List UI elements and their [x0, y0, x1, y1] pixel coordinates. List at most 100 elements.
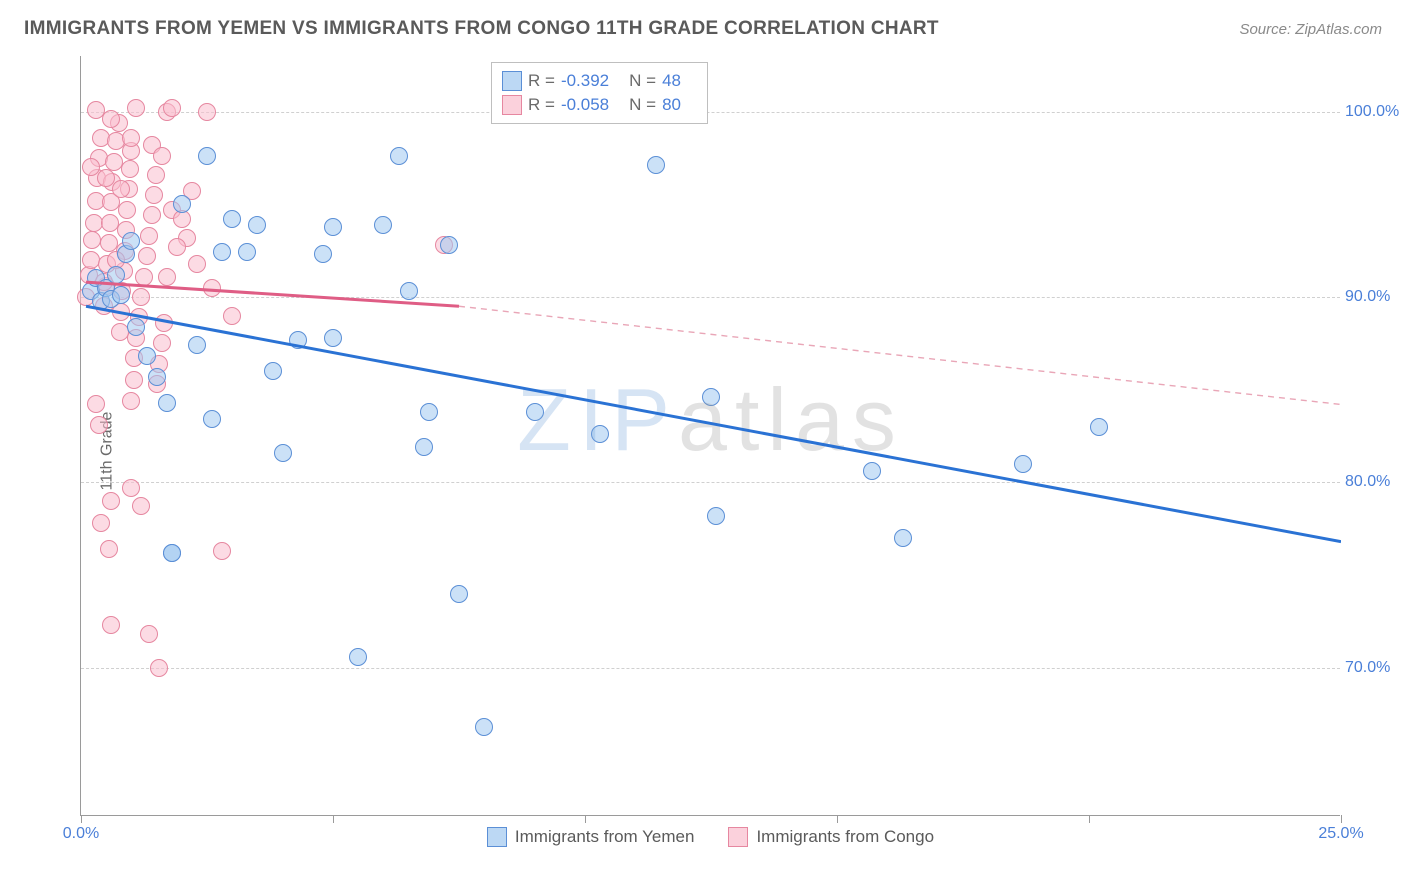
swatch-icon	[487, 827, 507, 847]
data-point	[274, 444, 292, 462]
data-point	[107, 266, 125, 284]
y-tick-label: 90.0%	[1345, 288, 1400, 306]
data-point	[140, 625, 158, 643]
legend-item-yemen: Immigrants from Yemen	[487, 827, 695, 847]
x-tick	[1089, 815, 1090, 823]
data-point	[121, 160, 139, 178]
x-tick-label: 0.0%	[63, 825, 99, 843]
data-point	[138, 247, 156, 265]
y-tick-label: 80.0%	[1345, 473, 1400, 491]
n-value-yemen: 48	[662, 71, 681, 91]
data-point	[132, 288, 150, 306]
n-label: N =	[629, 95, 656, 115]
data-point	[168, 238, 186, 256]
data-point	[475, 718, 493, 736]
data-point	[122, 479, 140, 497]
plot-area: ZIPatlas R = -0.392 N = 48 R = -0.058 N …	[80, 56, 1340, 816]
watermark-part2: atlas	[678, 370, 904, 469]
data-point	[125, 371, 143, 389]
data-point	[203, 410, 221, 428]
data-point	[213, 542, 231, 560]
x-tick	[837, 815, 838, 823]
y-tick-label: 70.0%	[1345, 659, 1400, 677]
legend-label-congo: Immigrants from Congo	[756, 827, 934, 847]
data-point	[238, 243, 256, 261]
data-point	[374, 216, 392, 234]
data-point	[100, 540, 118, 558]
legend-item-congo: Immigrants from Congo	[728, 827, 934, 847]
data-point	[894, 529, 912, 547]
gridline	[81, 297, 1340, 298]
data-point	[112, 286, 130, 304]
data-point	[863, 462, 881, 480]
watermark-part1: ZIP	[517, 370, 678, 469]
data-point	[188, 336, 206, 354]
data-point	[132, 497, 150, 515]
data-point	[415, 438, 433, 456]
data-point	[264, 362, 282, 380]
watermark: ZIPatlas	[517, 369, 904, 471]
data-point	[223, 210, 241, 228]
data-point	[158, 394, 176, 412]
data-point	[118, 201, 136, 219]
data-point	[122, 392, 140, 410]
data-point	[390, 147, 408, 165]
corr-row-yemen: R = -0.392 N = 48	[502, 69, 695, 93]
x-tick	[585, 815, 586, 823]
source-label: Source: ZipAtlas.com	[1239, 21, 1382, 38]
chart-container: 11th Grade ZIPatlas R = -0.392 N = 48 R …	[60, 56, 1380, 846]
data-point	[82, 251, 100, 269]
chart-title: IMMIGRANTS FROM YEMEN VS IMMIGRANTS FROM…	[24, 18, 939, 40]
data-point	[87, 395, 105, 413]
x-tick-label: 25.0%	[1318, 825, 1363, 843]
swatch-yemen	[502, 71, 522, 91]
gridline	[81, 668, 1340, 669]
bottom-legend: Immigrants from Yemen Immigrants from Co…	[81, 827, 1340, 847]
data-point	[707, 507, 725, 525]
data-point	[173, 195, 191, 213]
data-point	[127, 318, 145, 336]
data-point	[198, 103, 216, 121]
data-point	[138, 347, 156, 365]
x-tick	[333, 815, 334, 823]
data-point	[83, 231, 101, 249]
r-label: R =	[528, 95, 555, 115]
data-point	[349, 648, 367, 666]
data-point	[153, 334, 171, 352]
data-point	[248, 216, 266, 234]
x-tick	[1341, 815, 1342, 823]
data-point	[140, 227, 158, 245]
data-point	[100, 234, 118, 252]
data-point	[105, 153, 123, 171]
swatch-icon	[728, 827, 748, 847]
x-tick	[81, 815, 82, 823]
legend-label-yemen: Immigrants from Yemen	[515, 827, 695, 847]
data-point	[122, 232, 140, 250]
gridline	[81, 112, 1340, 113]
data-point	[188, 255, 206, 273]
data-point	[440, 236, 458, 254]
data-point	[92, 514, 110, 532]
data-point	[203, 279, 221, 297]
data-point	[213, 243, 231, 261]
n-value-congo: 80	[662, 95, 681, 115]
data-point	[90, 416, 108, 434]
data-point	[400, 282, 418, 300]
data-point	[1090, 418, 1108, 436]
data-point	[145, 186, 163, 204]
data-point	[122, 129, 140, 147]
data-point	[526, 403, 544, 421]
r-value-yemen: -0.392	[561, 71, 609, 91]
data-point	[147, 166, 165, 184]
data-point	[112, 180, 130, 198]
n-label: N =	[629, 71, 656, 91]
data-point	[150, 659, 168, 677]
regression-lines	[81, 56, 1341, 816]
data-point	[289, 331, 307, 349]
data-point	[102, 616, 120, 634]
data-point	[450, 585, 468, 603]
data-point	[702, 388, 720, 406]
data-point	[163, 544, 181, 562]
r-value-congo: -0.058	[561, 95, 609, 115]
data-point	[148, 368, 166, 386]
